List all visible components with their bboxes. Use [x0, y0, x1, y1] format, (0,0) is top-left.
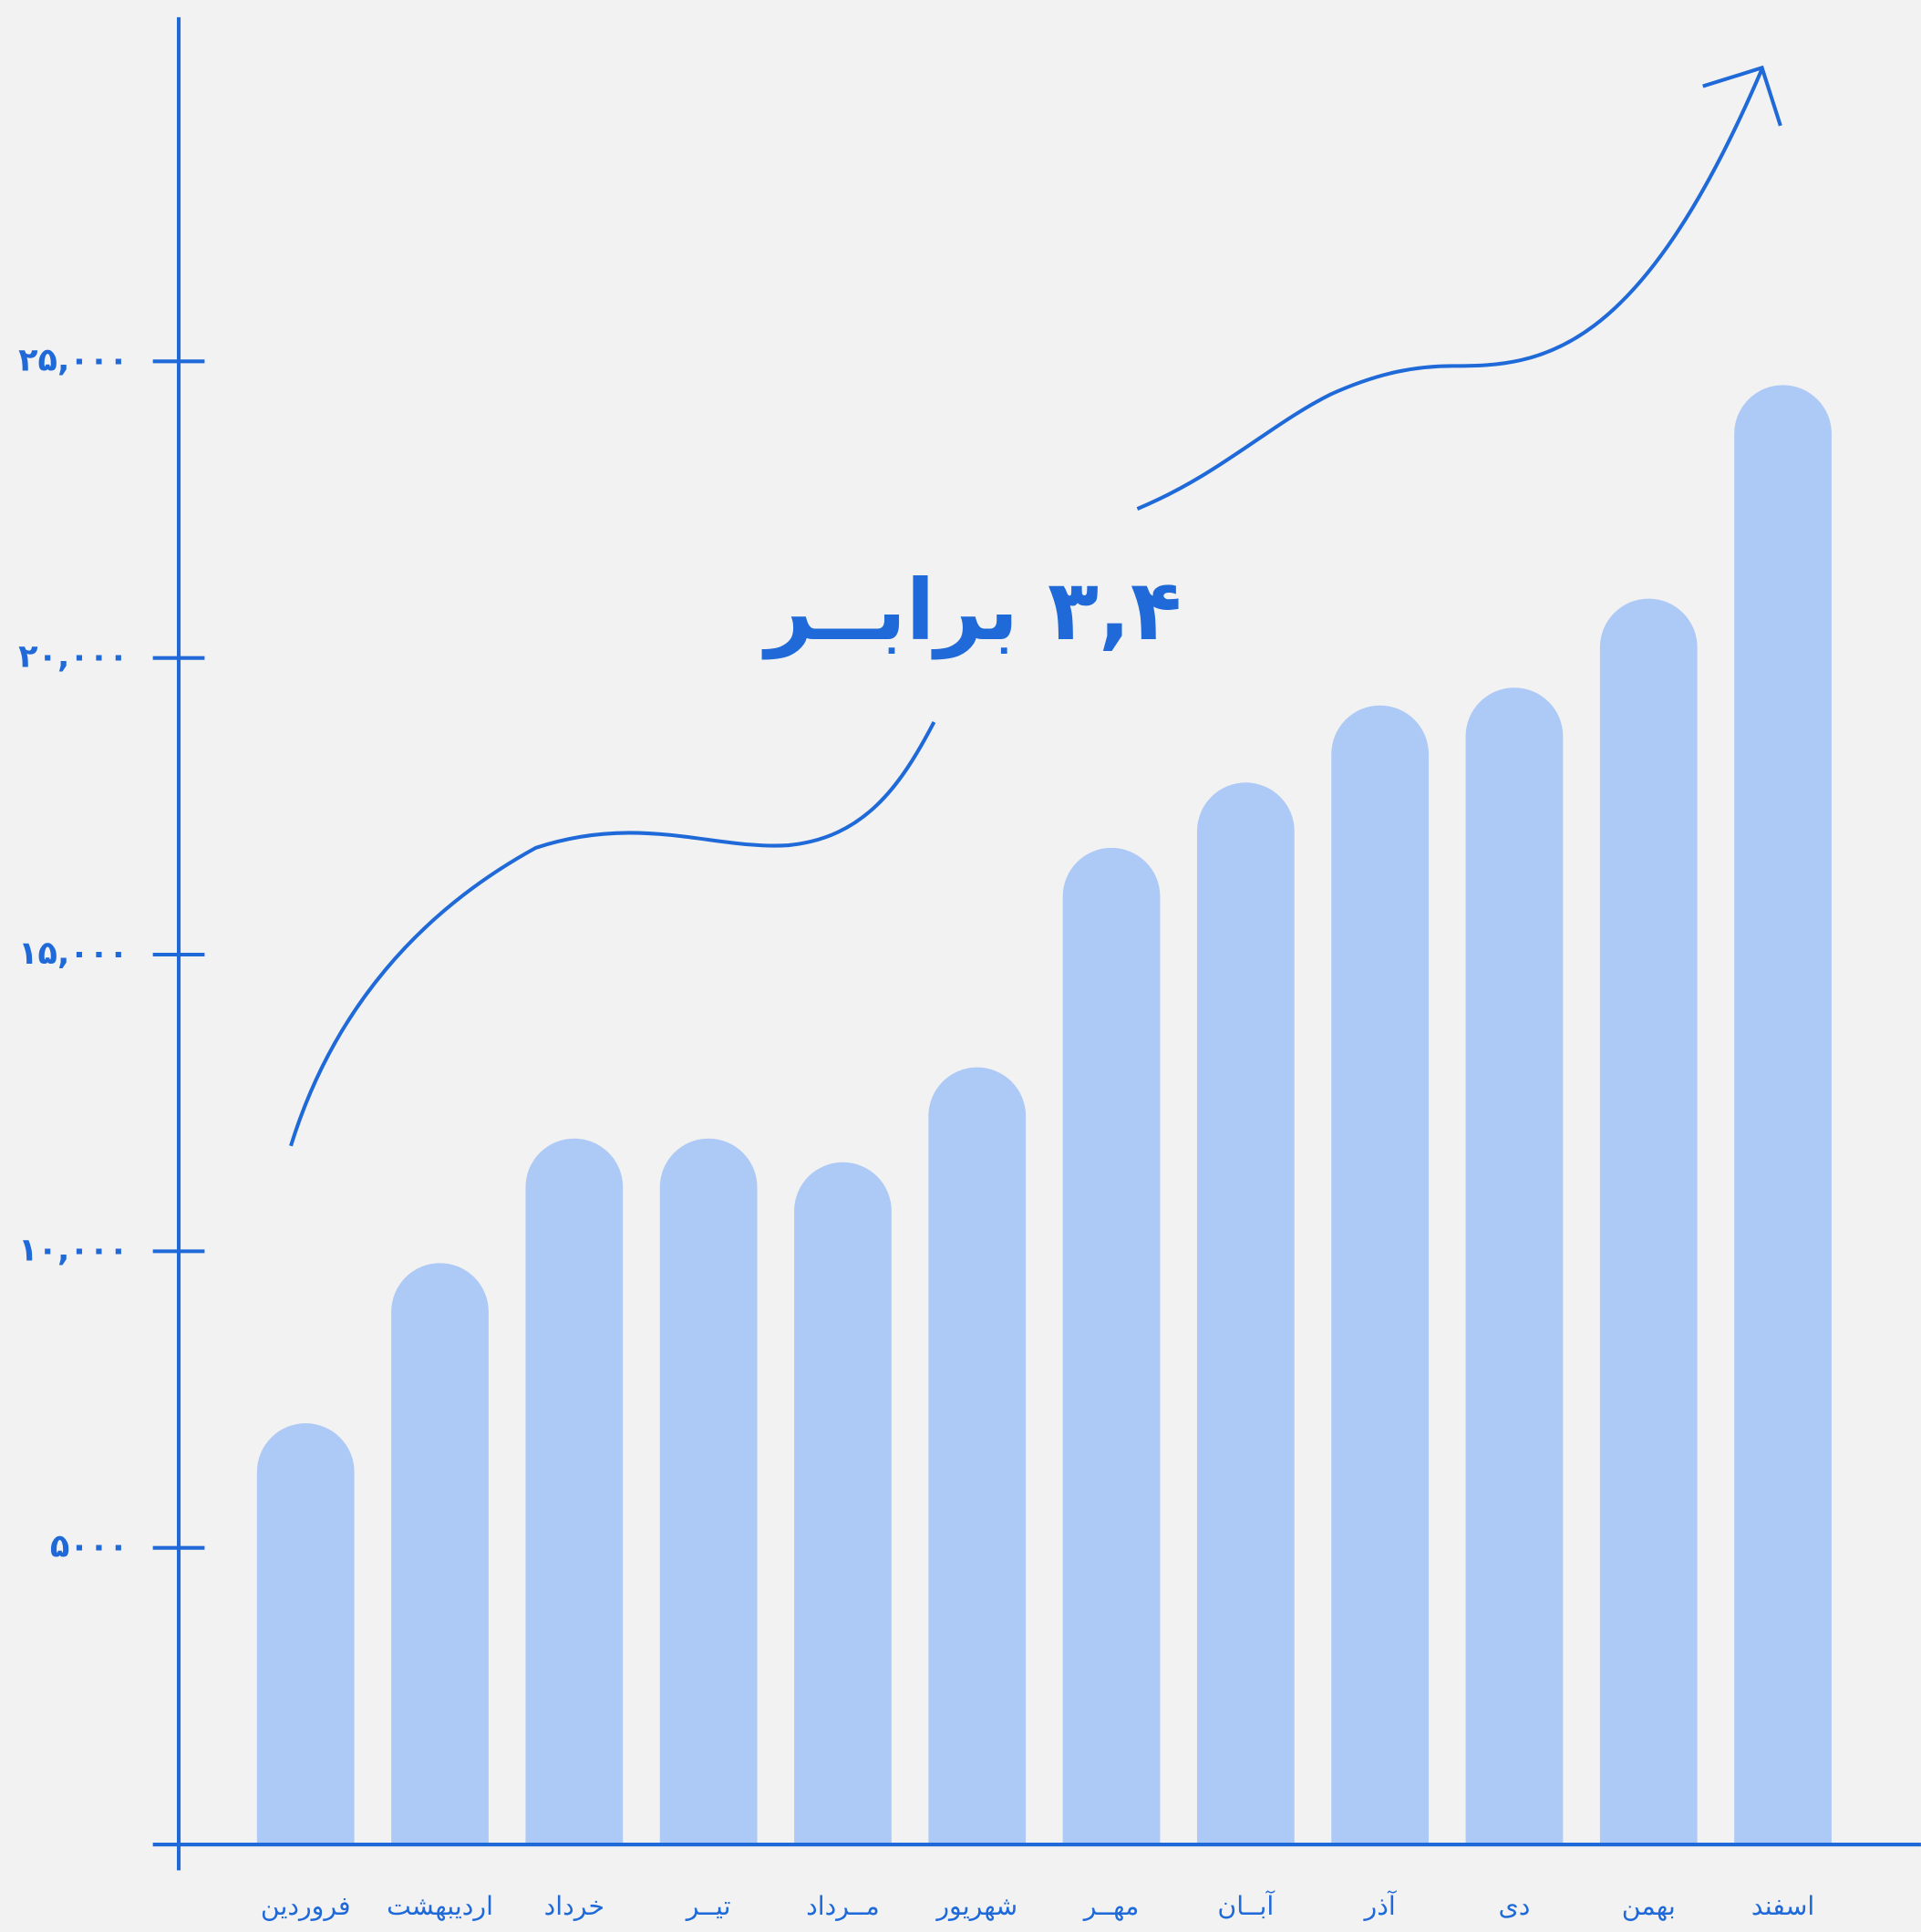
bar: [928, 1067, 1027, 1845]
x-tick-label: مــرداد: [806, 1891, 880, 1921]
x-tick-label: بهمن: [1622, 1891, 1676, 1921]
annotation: ۳,۴ برابــر: [761, 562, 1182, 660]
trend-arrow: [1136, 67, 1764, 511]
x-tick-label: آبــان: [1217, 1890, 1275, 1921]
bar: [1062, 847, 1161, 1845]
y-tick-label: ۲۰,۰۰۰: [18, 638, 129, 676]
y-tick-label: ۵۰۰۰: [50, 1528, 129, 1565]
bar: [1465, 687, 1564, 1845]
bar: [1599, 598, 1698, 1845]
bar: [391, 1263, 489, 1845]
bar: [1331, 705, 1430, 1845]
x-tick-label: اسفند: [1751, 1891, 1814, 1921]
plot: فروردین اردیبهشت خرداد تیــر مــرداد شهریور مه…: [18, 16, 1921, 1921]
x-tick-label: تیــر: [685, 1891, 731, 1921]
arrow-head: [1702, 65, 1782, 127]
x-tick-label: فروردین: [261, 1891, 351, 1921]
trend-curve: [289, 720, 936, 1147]
bar: [525, 1138, 624, 1845]
y-tick-label: ۱۵,۰۰۰: [18, 935, 129, 972]
bar: [659, 1138, 758, 1845]
x-tick-label: شهریور: [935, 1891, 1017, 1921]
x-tick-label: اردیبهشت: [387, 1891, 493, 1921]
x-tick-label: دی: [1499, 1891, 1531, 1921]
y-tick-label: ۱۰,۰۰۰: [18, 1231, 129, 1268]
y-tick-label: ۲۵,۰۰۰: [18, 341, 129, 378]
bar: [1734, 385, 1832, 1845]
bar: [256, 1423, 355, 1845]
bar: [794, 1162, 892, 1845]
x-tick-label: آذر: [1363, 1890, 1397, 1921]
bar: [1196, 782, 1295, 1845]
x-tick-label: خرداد: [544, 1891, 604, 1921]
x-tick-label: مهــر: [1082, 1891, 1140, 1921]
